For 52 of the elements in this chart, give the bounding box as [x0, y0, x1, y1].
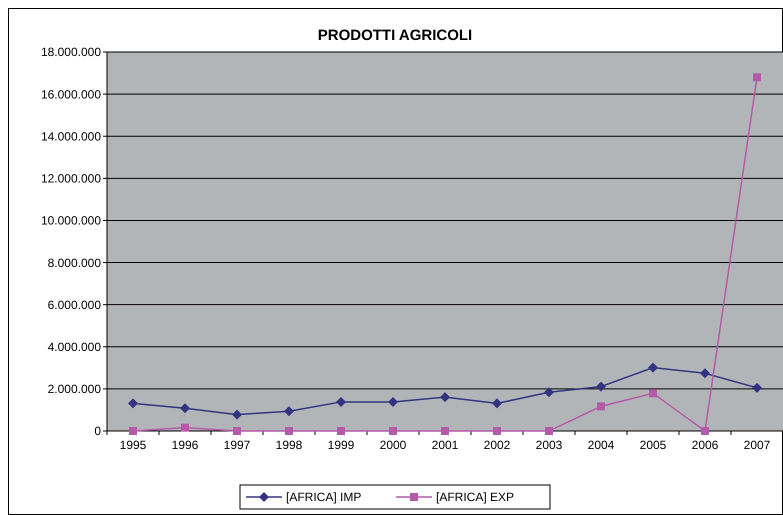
x-tick-label: 2004 [588, 438, 615, 452]
point [129, 427, 137, 435]
point [232, 410, 242, 420]
y-tick-label: 16.000.000 [40, 87, 102, 102]
point [233, 427, 241, 435]
x-tick-label: 2001 [432, 438, 459, 452]
x-tick-label: 1999 [328, 438, 355, 452]
point [180, 403, 190, 414]
point [493, 427, 501, 435]
x-tick-label: 2000 [380, 438, 407, 452]
legend-label: [AFRICA] IMP [286, 490, 362, 504]
x-tick-label: 2002 [484, 438, 511, 452]
point [596, 382, 606, 392]
point [336, 396, 346, 407]
point [441, 427, 449, 435]
y-tick-label: 0 [94, 424, 102, 438]
point [388, 396, 398, 407]
point [753, 73, 761, 82]
point [337, 427, 345, 435]
y-tick-label: 8.000.000 [48, 256, 102, 270]
chart-title: PRODOTTI AGRICOLI [318, 27, 472, 44]
y-tick-label: 12.000.000 [40, 172, 102, 186]
x-tick-label: 1996 [172, 438, 199, 452]
point [284, 406, 294, 416]
y-tick-label: 10.000.000 [40, 214, 102, 228]
point [128, 398, 138, 408]
x-tick-label: 2006 [692, 438, 719, 452]
x-tick-label: 1997 [224, 438, 251, 452]
point [492, 398, 502, 408]
point [440, 392, 450, 402]
point [649, 389, 657, 398]
y-tick-label: 6.000.000 [48, 298, 102, 312]
point [285, 427, 293, 435]
x-tick-label: 1998 [276, 438, 303, 452]
point [597, 402, 605, 410]
point [648, 362, 658, 373]
point [701, 427, 709, 435]
y-tick-label: 4.000.000 [48, 340, 102, 354]
y-tick-label: 14.000.000 [40, 129, 102, 144]
y-tick-label: 2.000.000 [48, 382, 102, 396]
point [752, 382, 762, 393]
legend-label: [AFRICA] EXP [436, 490, 514, 504]
point [389, 427, 397, 435]
point [545, 427, 553, 435]
point [700, 368, 710, 378]
point [181, 424, 189, 432]
x-tick-label: 2003 [536, 438, 563, 452]
x-tick-label: 2005 [640, 438, 667, 452]
y-tick-label: 18.000.000 [40, 45, 102, 60]
point [544, 387, 554, 398]
x-tick-label: 2007 [744, 438, 771, 452]
x-tick-label: 1995 [120, 438, 147, 452]
